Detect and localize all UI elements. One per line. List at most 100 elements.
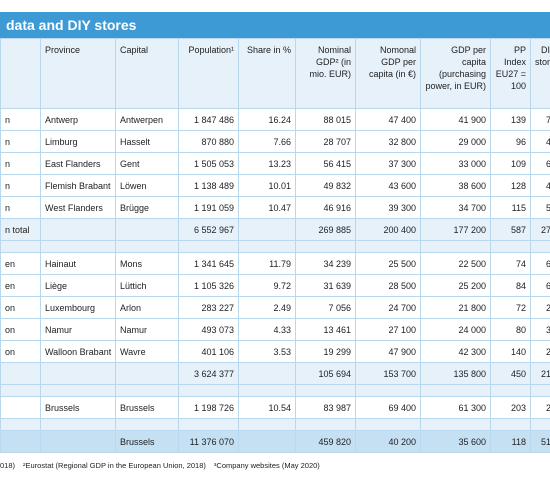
cell: 587: [490, 218, 531, 241]
cell: 870 880: [178, 130, 239, 153]
cell: 41 900: [420, 108, 491, 131]
cell: Hasselt: [115, 130, 179, 153]
cell: 47 900: [355, 340, 421, 363]
table-row: n Antwerp Antwerpen 1 847 486 16.24 88 015 47 …: [0, 108, 550, 131]
cell: Luxembourg: [40, 296, 116, 319]
cell: 63: [530, 274, 550, 297]
cell: [530, 418, 550, 431]
cell: 135 800: [420, 362, 491, 385]
cell: [0, 384, 41, 397]
cell: 4.33: [238, 318, 296, 341]
cell: n: [0, 152, 41, 175]
cell: 200 400: [355, 218, 421, 241]
cell: 1 191 059: [178, 196, 239, 219]
cell: [530, 240, 550, 253]
cell: 283 227: [178, 296, 239, 319]
column-header: Province: [40, 38, 116, 109]
cell: Hainaut: [40, 252, 116, 275]
column-header: Nomonal GDP per capita (in €): [355, 38, 421, 109]
title-bar: data and DIY stores: [0, 12, 550, 38]
cell: 10.47: [238, 196, 296, 219]
cell: 32 800: [355, 130, 421, 153]
cell: 450: [490, 362, 531, 385]
cell: 1 198 726: [178, 396, 239, 419]
cell: [355, 418, 421, 431]
table-row: en Hainaut Mons 1 341 645 11.79 34 239 25 500 2…: [0, 252, 550, 275]
cell: n total: [0, 218, 41, 241]
footnotes: 018) ²Eurostat (Regional GDP in the Europ…: [0, 461, 328, 470]
cell: Gent: [115, 152, 179, 175]
cell: 139: [490, 108, 531, 131]
cell: 96: [490, 130, 531, 153]
spacer-row: [0, 240, 550, 253]
cell: 11.79: [238, 252, 296, 275]
cell: 177 200: [420, 218, 491, 241]
cell: 88 015: [295, 108, 356, 131]
column-header: [0, 38, 41, 109]
table-body: n Antwerp Antwerpen 1 847 486 16.24 88 015 47 …: [0, 108, 550, 453]
spacer-row: [0, 418, 550, 431]
cell: Mons: [115, 252, 179, 275]
cell: 10.54: [238, 396, 296, 419]
cell: 1 341 645: [178, 252, 239, 275]
cell: 84: [490, 274, 531, 297]
cell: 23: [530, 340, 550, 363]
cell: Namur: [115, 318, 179, 341]
cell: 29 000: [420, 130, 491, 153]
cell: 23: [530, 296, 550, 319]
cell: 276: [530, 218, 550, 241]
cell: [238, 418, 296, 431]
cell: Namur: [40, 318, 116, 341]
cell: 21 800: [420, 296, 491, 319]
cell: n: [0, 196, 41, 219]
cell: 19 299: [295, 340, 356, 363]
column-header: Share in %: [238, 38, 296, 109]
cell: 54: [530, 196, 550, 219]
cell: [178, 384, 239, 397]
cell: 28 707: [295, 130, 356, 153]
cell: 3 624 377: [178, 362, 239, 385]
cell: 11 376 070: [178, 430, 239, 453]
footnote: 018): [0, 461, 16, 470]
cell: [40, 430, 116, 453]
cell: 10.01: [238, 174, 296, 197]
cell: [355, 384, 421, 397]
table-row: on Namur Namur 493 073 4.33 13 461 27 100 24 00…: [0, 318, 550, 341]
cell: [115, 218, 179, 241]
title: data and DIY stores: [6, 17, 137, 33]
cell: 69 400: [355, 396, 421, 419]
cell: [40, 418, 116, 431]
cell: 153 700: [355, 362, 421, 385]
cell: [490, 240, 531, 253]
cell: Lüttich: [115, 274, 179, 297]
cell: 25 500: [355, 252, 421, 275]
cell: 47 400: [355, 108, 421, 131]
cell: Walloon Brabant: [40, 340, 116, 363]
cell: [0, 240, 41, 253]
cell: 140: [490, 340, 531, 363]
cell: [0, 418, 41, 431]
cell: n: [0, 174, 41, 197]
cell: [40, 362, 116, 385]
cell: 118: [490, 430, 531, 453]
cell: 83 987: [295, 396, 356, 419]
cell: [178, 418, 239, 431]
cell: 45: [530, 174, 550, 197]
cell: 27: [530, 396, 550, 419]
cell: 40 200: [355, 430, 421, 453]
cell: on: [0, 296, 41, 319]
column-header: Capital: [115, 38, 179, 109]
cell: [295, 418, 356, 431]
cell: 33 000: [420, 152, 491, 175]
cell: 6 552 967: [178, 218, 239, 241]
table-row: Brussels Brussels 1 198 726 10.54 83 987 69 4…: [0, 396, 550, 419]
cell: 109: [490, 152, 531, 175]
cell: [238, 218, 296, 241]
header-row: Province Capital Population¹ Share in % Nomi…: [0, 38, 550, 109]
cell: n: [0, 130, 41, 153]
cell: 115: [490, 196, 531, 219]
column-header: Population¹: [178, 38, 239, 109]
table-row: on Luxembourg Arlon 283 227 2.49 7 056 24 700 2…: [0, 296, 550, 319]
cell: 39 300: [355, 196, 421, 219]
